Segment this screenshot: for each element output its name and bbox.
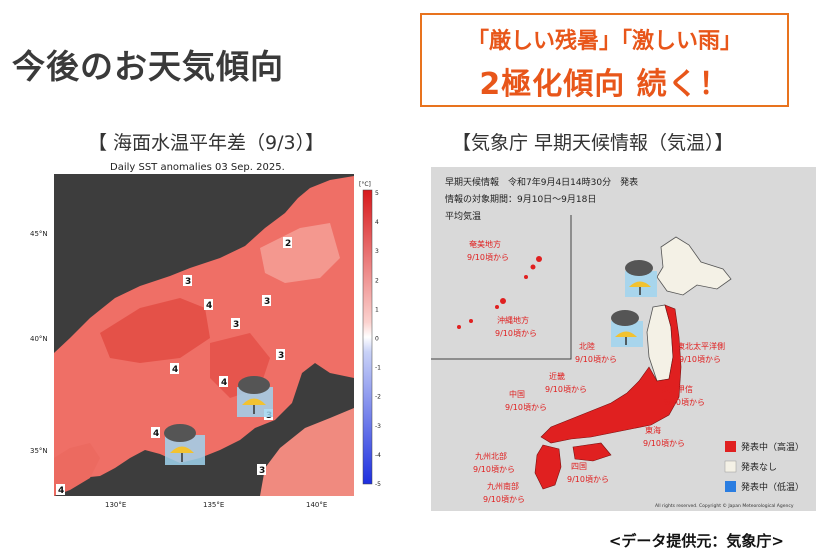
region-date: 9/10頃から: [575, 355, 617, 364]
headline-line-1: 「厳しい残暑」「激しい雨」: [466, 29, 742, 54]
headline-line-2: 2極化傾向 続く！: [479, 67, 730, 102]
nansei-islands: [457, 256, 542, 329]
contour-label: 4: [206, 301, 212, 311]
region-label: 関東甲信: [661, 384, 693, 394]
contour-label: 3: [185, 277, 191, 287]
colorbar-tick-label: 0: [375, 336, 379, 343]
contour-label: 3: [278, 351, 284, 361]
rain-umbrella-icon: [625, 260, 657, 297]
contour-label: 3: [233, 320, 239, 330]
region-date: 9/10頃から: [663, 398, 705, 407]
region-date: 9/10頃から: [643, 439, 685, 448]
colorbar-tick-label: 1: [375, 306, 379, 313]
contour-label: 3: [259, 466, 265, 476]
colorbar-tick-label: -5: [375, 481, 381, 488]
region-date: 9/10頃から: [545, 385, 587, 394]
info-issued: 早期天候情報 令和7年9月4日14時30分 発表: [445, 176, 638, 188]
sst-caption: 【 海面水温平年差（9/3）】: [88, 132, 325, 154]
lon-label: 135°E: [203, 501, 224, 509]
legend-swatch-low: [725, 481, 736, 492]
region-label: 東海: [645, 425, 661, 435]
headline-box: 「厳しい残暑」「激しい雨」 2極化傾向 続く！: [420, 13, 789, 107]
region-label: 九州北部: [475, 451, 507, 461]
region-date: 9/10頃から: [473, 465, 515, 474]
jma-caption: 【気象庁 早期天候情報（気温）】: [452, 132, 734, 154]
copyright-text: All rights reserved. Copyright © Japan M…: [655, 502, 794, 509]
colorbar-tick-label: 2: [375, 277, 379, 284]
jma-early-info-map: 早期天候情報 令和7年9月4日14時30分 発表 情報の対象期間：9月10日～9…: [431, 167, 816, 511]
lat-label: 35°N: [30, 447, 48, 455]
region-date: 9/10頃から: [567, 475, 609, 484]
contour-label: 4: [172, 365, 178, 375]
colorbar-tick-label: 3: [375, 248, 379, 255]
east-china-sea-anomaly: [54, 443, 100, 496]
region-label: 東北太平洋側: [677, 341, 725, 351]
map-legend: 発表中（高温） 発表なし 発表中（低温）: [724, 441, 804, 493]
colorbar-tick-label: -4: [375, 452, 381, 459]
contour-label: 2: [285, 239, 291, 249]
info-period: 情報の対象期間：9月10日～9月18日: [445, 193, 596, 205]
pacific-anomaly: [260, 408, 354, 496]
lat-label: 45°N: [30, 230, 48, 238]
data-source-credit: <データ提供元：気象庁>: [608, 532, 784, 550]
legend-label-none: 発表なし: [741, 461, 777, 473]
contour-label: 4: [221, 378, 227, 388]
region-label: 北陸: [579, 341, 595, 351]
region-date: 9/10頃から: [483, 495, 525, 504]
colorbar: [362, 189, 373, 485]
page-title: 今後のお天気傾向: [12, 47, 284, 86]
legend-label-low: 発表中（低温）: [741, 481, 804, 493]
shikoku: [572, 442, 612, 462]
inset-border: [431, 215, 572, 360]
legend-swatch-none: [724, 460, 737, 473]
legend-label-high: 発表中（高温）: [741, 441, 804, 453]
kyushu: [534, 444, 562, 490]
honshu: [540, 304, 682, 444]
colorbar-unit: [°C]: [359, 181, 371, 188]
contour-label: 4: [153, 429, 159, 439]
lon-label: 130°E: [105, 501, 126, 509]
info-element: 平均気温: [445, 210, 481, 222]
rain-umbrella-icon: [611, 310, 643, 347]
region-label: 奄美地方: [469, 239, 501, 249]
region-date: 9/10頃から: [467, 253, 509, 262]
mild-patch: [260, 223, 340, 283]
region-label: 九州南部: [487, 481, 519, 491]
region-label: 中国: [509, 389, 525, 399]
rain-umbrella-icon: [237, 376, 273, 417]
contour-label: 3: [264, 297, 270, 307]
sst-map-title: Daily SST anomalies 03 Sep. 2025.: [110, 162, 285, 173]
colorbar-tick-label: -3: [375, 423, 381, 430]
region-date: 9/10頃から: [505, 403, 547, 412]
region-label: 四国: [571, 462, 587, 471]
rain-umbrella-icon: [164, 424, 205, 465]
legend-swatch-high: [725, 441, 736, 452]
region-label: 沖縄地方: [497, 315, 529, 325]
colorbar-tick-label: -2: [375, 394, 381, 401]
warm-patch: [100, 298, 210, 363]
lat-label: 40°N: [30, 335, 48, 343]
region-label: 近畿: [549, 371, 565, 381]
lon-label: 140°E: [306, 501, 327, 509]
region-date: 9/10頃から: [679, 355, 721, 364]
contour-label: 4: [58, 486, 64, 496]
region-date: 9/10頃から: [495, 329, 537, 338]
sst-anomaly-map: Daily SST anomalies 03 Sep. 2025. 2 3 3 …: [30, 158, 384, 516]
colorbar-tick-label: 4: [375, 219, 379, 226]
colorbar-tick-label: -1: [375, 365, 381, 372]
colorbar-tick-label: 5: [375, 190, 379, 197]
